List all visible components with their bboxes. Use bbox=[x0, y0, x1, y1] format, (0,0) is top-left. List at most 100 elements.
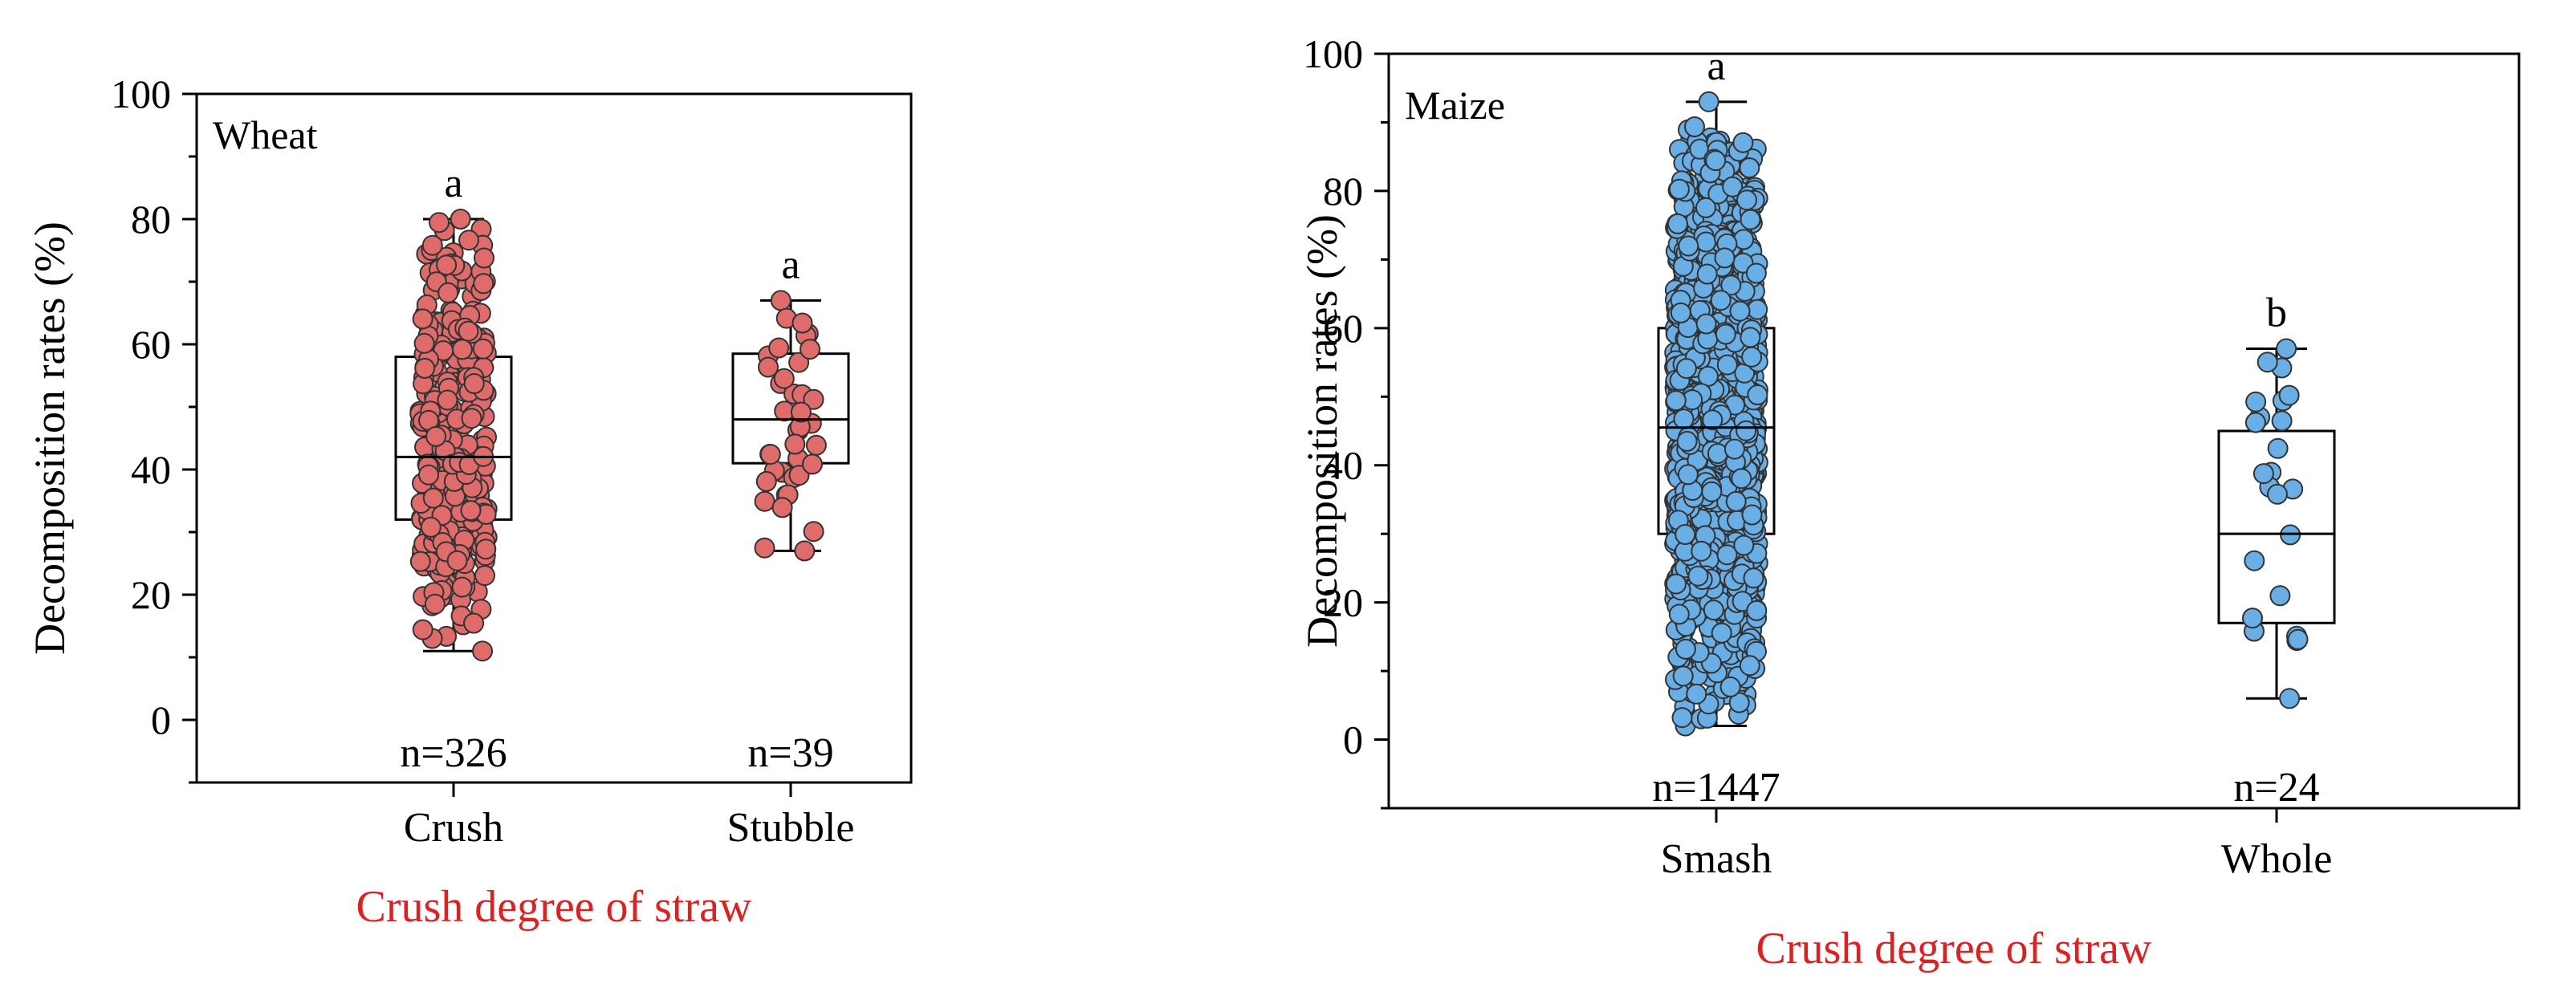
y-tick-label: 100 bbox=[111, 71, 171, 116]
data-point bbox=[1687, 565, 1709, 587]
data-point bbox=[1672, 665, 1694, 687]
series-smash: Smash a n=1447 bbox=[1652, 43, 1780, 882]
data-point bbox=[1668, 604, 1690, 625]
data-point bbox=[1745, 262, 1767, 284]
data-point bbox=[794, 540, 816, 562]
y-tick-label: 20 bbox=[1323, 580, 1363, 625]
data-point bbox=[2269, 585, 2291, 607]
data-point bbox=[414, 357, 436, 379]
data-point bbox=[463, 612, 485, 634]
data-point bbox=[802, 453, 823, 475]
data-point bbox=[790, 401, 812, 423]
data-point bbox=[1675, 524, 1696, 545]
data-point bbox=[463, 373, 485, 394]
data-point bbox=[1739, 157, 1760, 179]
data-point bbox=[1719, 676, 1741, 697]
x-tick-label: Stubble bbox=[727, 805, 855, 851]
data-point bbox=[759, 444, 781, 465]
data-point bbox=[754, 490, 775, 512]
data-point bbox=[2245, 391, 2267, 413]
data-point bbox=[2242, 608, 2263, 629]
data-point bbox=[2267, 483, 2288, 505]
data-point bbox=[788, 352, 810, 373]
data-point bbox=[1736, 189, 1757, 211]
data-point bbox=[1722, 176, 1744, 197]
data-point bbox=[805, 434, 827, 456]
data-point bbox=[788, 465, 810, 486]
y-axis-title: Decomposition rates (%) bbox=[26, 222, 74, 655]
data-point bbox=[1739, 655, 1760, 677]
x-tick-label: Whole bbox=[2221, 836, 2333, 882]
significance-letter: a bbox=[444, 161, 462, 206]
data-point bbox=[474, 247, 494, 269]
data-point bbox=[1676, 430, 1698, 452]
data-point bbox=[458, 230, 479, 251]
significance-letter: b bbox=[2266, 290, 2287, 335]
panel-label: Maize bbox=[1405, 83, 1505, 128]
data-point bbox=[1710, 290, 1732, 311]
x-axis-title: Crush degree of straw bbox=[1756, 924, 2153, 974]
data-point bbox=[2279, 688, 2301, 709]
y-tick-label: 80 bbox=[1323, 169, 1363, 213]
data-point bbox=[472, 640, 493, 662]
data-point bbox=[755, 470, 777, 492]
data-point bbox=[1686, 683, 1707, 705]
data-point bbox=[1741, 346, 1763, 368]
data-point bbox=[420, 516, 442, 538]
data-point bbox=[1675, 638, 1696, 660]
data-point bbox=[2287, 628, 2309, 650]
series-crush: Crush a n=326 bbox=[394, 161, 513, 851]
data-point bbox=[1747, 384, 1768, 405]
x-axis-title: Crush degree of straw bbox=[356, 882, 753, 932]
data-point bbox=[771, 497, 793, 518]
y-tick-label: 0 bbox=[151, 697, 171, 742]
n-label: n=1447 bbox=[1652, 765, 1780, 811]
data-point bbox=[1725, 490, 1747, 512]
n-label: n=24 bbox=[2233, 765, 2319, 811]
panel-label: Wheat bbox=[213, 112, 318, 157]
data-point bbox=[472, 338, 494, 360]
data-point bbox=[2244, 550, 2265, 571]
plot-frame bbox=[195, 92, 913, 784]
data-point bbox=[784, 433, 806, 455]
data-point bbox=[460, 500, 482, 522]
data-point bbox=[1747, 299, 1768, 320]
data-point bbox=[451, 576, 473, 598]
data-point bbox=[1684, 116, 1705, 137]
x-tick-label: Smash bbox=[1661, 836, 1772, 882]
data-point bbox=[429, 212, 450, 234]
data-point bbox=[1677, 464, 1699, 486]
data-point bbox=[1673, 409, 1695, 430]
significance-letter: a bbox=[781, 242, 800, 287]
data-point bbox=[768, 337, 790, 359]
data-point bbox=[770, 290, 792, 311]
data-point bbox=[1665, 390, 1687, 412]
data-point bbox=[473, 273, 494, 295]
data-point bbox=[758, 356, 779, 378]
data-point bbox=[1670, 302, 1691, 323]
data-point bbox=[1731, 468, 1752, 490]
data-point bbox=[1720, 274, 1742, 296]
y-tick-label: 40 bbox=[131, 447, 171, 492]
data-point bbox=[437, 282, 459, 303]
data-point bbox=[474, 565, 495, 587]
data-point bbox=[1702, 409, 1723, 431]
data-point bbox=[437, 389, 458, 411]
data-point bbox=[421, 234, 443, 256]
data-point bbox=[1733, 535, 1755, 556]
data-point bbox=[2271, 410, 2293, 432]
data-point bbox=[1695, 197, 1716, 218]
y-tick-label: 80 bbox=[131, 197, 171, 242]
y-tick-label: 0 bbox=[1343, 717, 1363, 762]
data-point bbox=[2252, 463, 2274, 485]
data-point bbox=[2278, 384, 2300, 406]
data-point bbox=[1736, 420, 1757, 441]
data-point bbox=[424, 593, 446, 615]
y-axis-title: Decomposition rates (%) bbox=[1298, 214, 1346, 648]
data-point bbox=[800, 339, 820, 360]
data-point bbox=[451, 339, 473, 360]
chart-panel-wheat: 0 20 40 60 80 100 Decomposition rates (%) Wheat… bbox=[26, 71, 913, 932]
data-point bbox=[1723, 438, 1745, 460]
plot-frame bbox=[1387, 52, 2521, 810]
